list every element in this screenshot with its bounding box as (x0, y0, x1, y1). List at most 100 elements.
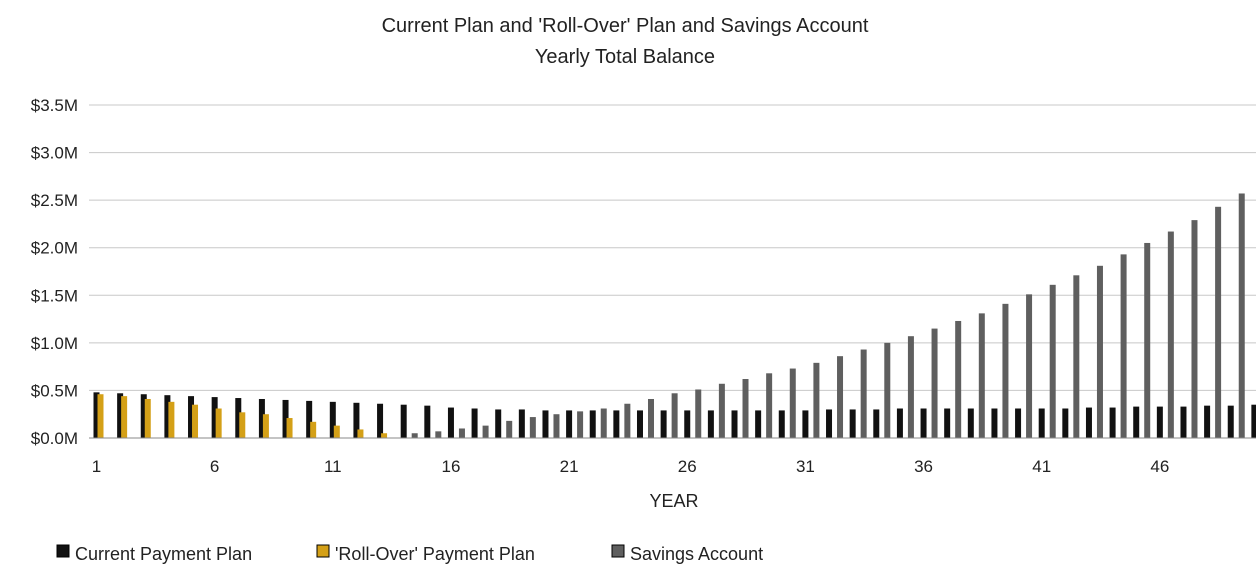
bar-savings-account (1238, 193, 1245, 438)
bar-roll-over-payment-plan (333, 425, 340, 438)
bar-current-payment-plan (920, 408, 927, 438)
bar-savings-account (482, 425, 489, 438)
legend-swatch (316, 544, 330, 558)
bar-current-payment-plan (1109, 407, 1116, 438)
bar-current-payment-plan (495, 409, 502, 438)
bar-current-payment-plan (1156, 406, 1163, 438)
y-tick-label: $3.0M (31, 144, 78, 163)
y-axis-ticks: $0.0M $0.5M $1.0M $1.5M $2.0M $2.5M $3.0M $3.5M (31, 96, 78, 448)
bar-savings-account (1073, 275, 1080, 438)
bar-current-payment-plan (1085, 407, 1092, 438)
bar-current-payment-plan (140, 394, 147, 438)
bar-savings-account (1096, 265, 1103, 438)
bar-current-payment-plan (778, 410, 785, 438)
bar-current-payment-plan (613, 410, 620, 438)
bar-current-payment-plan (660, 410, 667, 438)
x-tick-label: 31 (796, 457, 815, 476)
bar-roll-over-payment-plan (262, 414, 269, 438)
bar-roll-over-payment-plan (192, 404, 199, 438)
bar-current-payment-plan (542, 410, 549, 438)
bar-current-payment-plan (1038, 408, 1045, 438)
gridlines (89, 104, 1256, 391)
bar-current-payment-plan (164, 395, 171, 438)
bar-current-payment-plan (1015, 408, 1022, 438)
bar-current-payment-plan (802, 410, 809, 438)
x-axis-ticks: 1 6 11 16 21 26 31 36 41 46 (92, 457, 1170, 476)
bar-savings-account (671, 393, 678, 438)
bar-savings-account (1026, 294, 1033, 438)
bar-current-payment-plan (258, 398, 265, 438)
bar-savings-account (789, 368, 796, 438)
bar-roll-over-payment-plan (168, 401, 175, 438)
y-tick-label: $2.5M (31, 191, 78, 210)
bar-savings-account (1167, 231, 1174, 438)
y-tick-label: $0.0M (31, 429, 78, 448)
legend-swatch (611, 544, 625, 558)
bar-current-payment-plan (447, 407, 454, 438)
y-tick-label: $0.5M (31, 381, 78, 400)
legend-label: Current Payment Plan (75, 544, 252, 564)
bar-savings-account (837, 356, 844, 438)
bar-current-payment-plan (518, 409, 525, 438)
bar-roll-over-payment-plan (215, 408, 222, 438)
bar-savings-account (907, 336, 914, 438)
bar-current-payment-plan (353, 402, 360, 438)
y-tick-label: $2.0M (31, 239, 78, 258)
bar-current-payment-plan (755, 410, 762, 438)
bar-current-payment-plan (731, 410, 738, 438)
bar-savings-account (742, 379, 749, 438)
x-tick-label: 6 (210, 457, 219, 476)
bar-current-payment-plan (424, 405, 431, 438)
bar-savings-account (955, 320, 962, 438)
bar-current-payment-plan (471, 408, 478, 438)
bar-savings-account (718, 383, 725, 438)
bar-savings-account (506, 420, 513, 438)
bar-current-payment-plan (1227, 405, 1234, 438)
bar-current-payment-plan (991, 408, 998, 438)
chart-title: Current Plan and 'Roll-Over' Plan and Sa… (382, 15, 869, 37)
bar-current-payment-plan (873, 409, 880, 438)
bar-roll-over-payment-plan (144, 398, 151, 438)
x-tick-label: 21 (560, 457, 579, 476)
bar-savings-account (553, 414, 560, 438)
bar-savings-account (978, 313, 985, 438)
bar-roll-over-payment-plan (381, 433, 388, 438)
x-tick-label: 11 (324, 457, 342, 476)
bar-savings-account (860, 349, 867, 438)
bar-savings-account (577, 411, 584, 438)
x-tick-label: 46 (1150, 457, 1169, 476)
bar-current-payment-plan (306, 400, 313, 438)
bar-savings-account (529, 417, 536, 438)
bar-savings-account (931, 328, 938, 438)
bar-savings-account (695, 389, 702, 438)
bar-roll-over-payment-plan (121, 396, 128, 438)
x-tick-label: 16 (441, 457, 460, 476)
bar-savings-account (884, 342, 891, 438)
legend-label: Savings Account (630, 544, 763, 564)
x-axis-label: YEAR (649, 491, 698, 511)
bar-current-payment-plan (400, 404, 407, 438)
bar-roll-over-payment-plan (286, 418, 293, 438)
y-tick-label: $3.5M (31, 96, 78, 115)
bars (93, 193, 1256, 438)
bar-current-payment-plan (1251, 404, 1256, 438)
bar-current-payment-plan (282, 399, 289, 438)
bar-current-payment-plan (211, 397, 218, 438)
bar-current-payment-plan (636, 410, 643, 438)
x-tick-label: 36 (914, 457, 933, 476)
bar-roll-over-payment-plan (97, 394, 104, 438)
bar-current-payment-plan (1204, 405, 1211, 438)
bar-current-payment-plan (93, 392, 100, 438)
bar-current-payment-plan (329, 401, 336, 438)
bar-savings-account (1120, 254, 1127, 438)
bar-roll-over-payment-plan (357, 429, 364, 438)
legend-swatch (56, 544, 70, 558)
bar-savings-account (766, 373, 773, 438)
bar-savings-account (600, 408, 607, 438)
bar-current-payment-plan (826, 409, 833, 438)
bar-savings-account (1215, 206, 1222, 438)
legend: Current Payment Plan 'Roll-Over' Payment … (56, 544, 763, 564)
bar-current-payment-plan (849, 409, 856, 438)
bar-current-payment-plan (1062, 408, 1069, 438)
